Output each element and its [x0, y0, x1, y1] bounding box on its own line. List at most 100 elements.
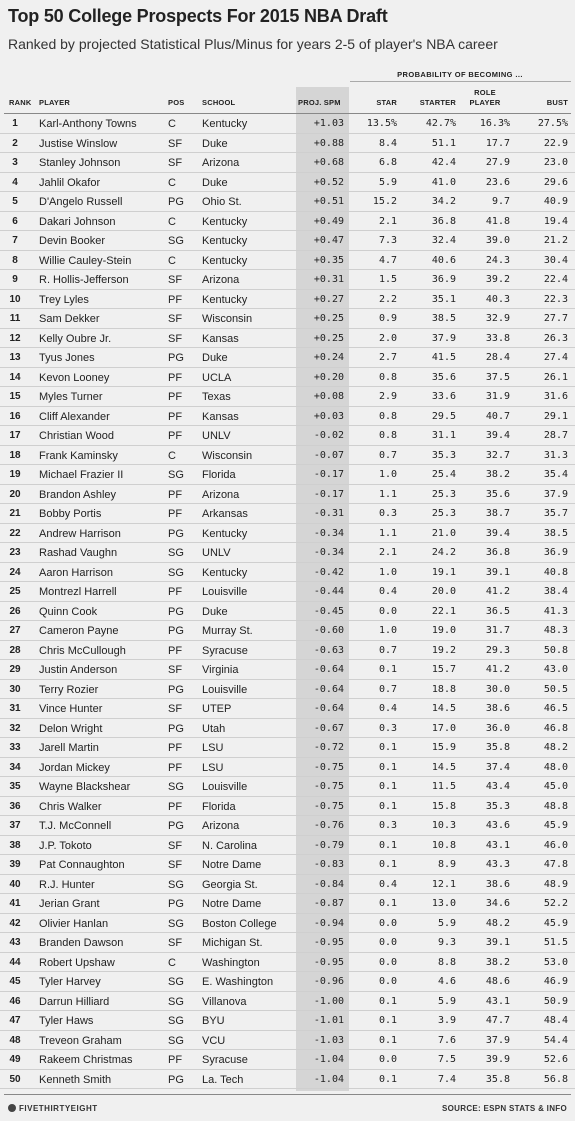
header-school: SCHOOL	[202, 98, 236, 107]
header-role-line2: PLAYER	[469, 98, 501, 107]
cell-star: 0.1	[378, 781, 397, 792]
cell-player: Terry Rozier	[39, 683, 99, 696]
cell-rank: 8	[12, 254, 18, 266]
cell-pos: PF	[168, 430, 183, 442]
header-rule	[4, 113, 571, 114]
cell-starter: 15.9	[431, 742, 456, 753]
cell-role-player: 35.6	[485, 488, 510, 500]
cell-star: 15.2	[372, 196, 397, 207]
probability-group-header: PROBABILITY OF BECOMING ...	[397, 70, 523, 79]
cell-proj-spm: -1.04	[313, 1073, 344, 1085]
cell-rank: 50	[9, 1073, 21, 1085]
cell-player: Christian Wood	[39, 430, 114, 442]
cell-star: 0.1	[378, 898, 397, 909]
cell-rank: 22	[9, 527, 21, 539]
table-row: 3 Stanley Johnson SF Arizona +0.68 6.8 42.4 27.…	[0, 153, 575, 173]
cell-starter: 29.5	[431, 410, 456, 422]
cell-starter: 41.5	[431, 352, 456, 363]
cell-role-player: 48.6	[485, 976, 510, 987]
table-row: 17 Christian Wood PF UNLV -0.02 0.8 31.1 39.4 28…	[0, 426, 575, 446]
cell-school: Duke	[202, 137, 228, 150]
cell-school: BYU	[202, 1015, 225, 1027]
cell-player: Rakeem Christmas	[39, 1054, 133, 1066]
cell-starter: 51.1	[431, 137, 456, 149]
cell-school: N. Carolina	[202, 839, 258, 852]
cell-pos: SF	[168, 839, 183, 852]
cell-pos: C	[168, 118, 176, 130]
footer-brand-text: FIVETHIRTYEIGHT	[19, 1104, 98, 1113]
cell-pos: PF	[168, 586, 183, 598]
cell-pos: SF	[168, 937, 183, 949]
cell-proj-spm: -0.72	[313, 742, 344, 753]
cell-pos: C	[168, 215, 176, 228]
cell-school: Villanova	[202, 995, 247, 1008]
cell-rank: 26	[9, 605, 21, 617]
cell-rank: 43	[9, 937, 21, 948]
table-row: 25 Montrezl Harrell PF Louisville -0.44 0.4 20…	[0, 582, 575, 602]
cell-starter: 14.5	[431, 761, 456, 773]
cell-role-player: 41.2	[485, 664, 510, 675]
cell-school: Arizona	[202, 820, 240, 832]
cell-bust: 46.8	[543, 722, 568, 734]
cell-star: 0.0	[378, 605, 397, 617]
cell-rank: 2	[12, 137, 18, 149]
cell-star: 0.0	[378, 1054, 397, 1065]
cell-star: 0.8	[378, 430, 397, 441]
cell-rank: 30	[9, 683, 21, 695]
cell-proj-spm: -0.63	[313, 644, 344, 656]
cell-pos: PG	[168, 527, 184, 540]
cell-star: 2.1	[378, 547, 397, 558]
cell-role-player: 32.7	[485, 449, 510, 461]
cell-role-player: 43.1	[485, 995, 510, 1007]
cell-school: Washington	[202, 956, 260, 969]
header-proj-spm: PROJ. SPM	[298, 98, 341, 107]
cell-rank: 45	[9, 976, 21, 987]
cell-player: Andrew Harrison	[39, 527, 121, 540]
cell-proj-spm: -0.96	[313, 976, 344, 987]
table-row: 49 Rakeem Christmas PF Syracuse -1.04 0.0 7.5 3…	[0, 1050, 575, 1070]
cell-rank: 34	[9, 761, 21, 773]
cell-bust: 52.6	[543, 1054, 568, 1065]
cell-star: 0.3	[378, 820, 397, 831]
cell-bust: 48.3	[543, 625, 568, 636]
cell-role-player: 31.9	[485, 391, 510, 402]
cell-starter: 17.0	[431, 722, 456, 734]
cell-star: 0.8	[378, 371, 397, 383]
table-row: 30 Terry Rozier PG Louisville -0.64 0.7 18.8 30…	[0, 680, 575, 699]
table-row: 12 Kelly Oubre Jr. SF Kansas +0.25 2.0 37.9 33.…	[0, 329, 575, 348]
cell-role-player: 38.2	[485, 469, 510, 480]
spm-column-band	[296, 87, 349, 1091]
cell-bust: 27.7	[543, 313, 568, 324]
cell-role-player: 16.3%	[479, 118, 510, 129]
cell-proj-spm: +1.03	[313, 118, 344, 129]
cell-rank: 13	[9, 352, 21, 363]
cell-star: 0.0	[378, 976, 397, 987]
cell-starter: 21.0	[431, 527, 456, 539]
cell-proj-spm: +0.08	[313, 391, 344, 402]
cell-bust: 19.4	[543, 215, 568, 227]
cell-player: Jerian Grant	[39, 898, 100, 910]
cell-school: Texas	[202, 391, 231, 403]
cell-bust: 47.8	[543, 859, 568, 870]
cell-bust: 38.4	[543, 586, 568, 597]
cell-school: Florida	[202, 800, 236, 813]
cell-school: Kentucky	[202, 566, 248, 579]
cell-proj-spm: -0.44	[313, 586, 344, 597]
table-row: 45 Tyler Harvey SG E. Washington -0.96 0.0 4.6…	[0, 972, 575, 992]
cell-role-player: 9.7	[491, 196, 510, 207]
cell-role-player: 36.5	[485, 605, 510, 617]
cell-pos: PG	[168, 820, 184, 832]
cell-proj-spm: -0.67	[313, 722, 344, 734]
cell-bust: 30.4	[543, 254, 568, 266]
cell-rank: 3	[12, 157, 18, 168]
cell-starter: 7.5	[437, 1054, 456, 1065]
cell-proj-spm: +0.24	[313, 352, 344, 363]
table-row: 19 Michael Frazier II SG Florida -0.17 1.0 25.…	[0, 465, 575, 485]
cell-bust: 23.0	[543, 157, 568, 168]
cell-player: Karl-Anthony Towns	[39, 118, 137, 130]
cell-pos: PF	[168, 293, 183, 306]
cell-role-player: 43.4	[485, 781, 510, 792]
cell-school: Notre Dame	[202, 859, 262, 871]
cell-player: Quinn Cook	[39, 605, 98, 618]
cell-bust: 29.6	[543, 176, 568, 188]
